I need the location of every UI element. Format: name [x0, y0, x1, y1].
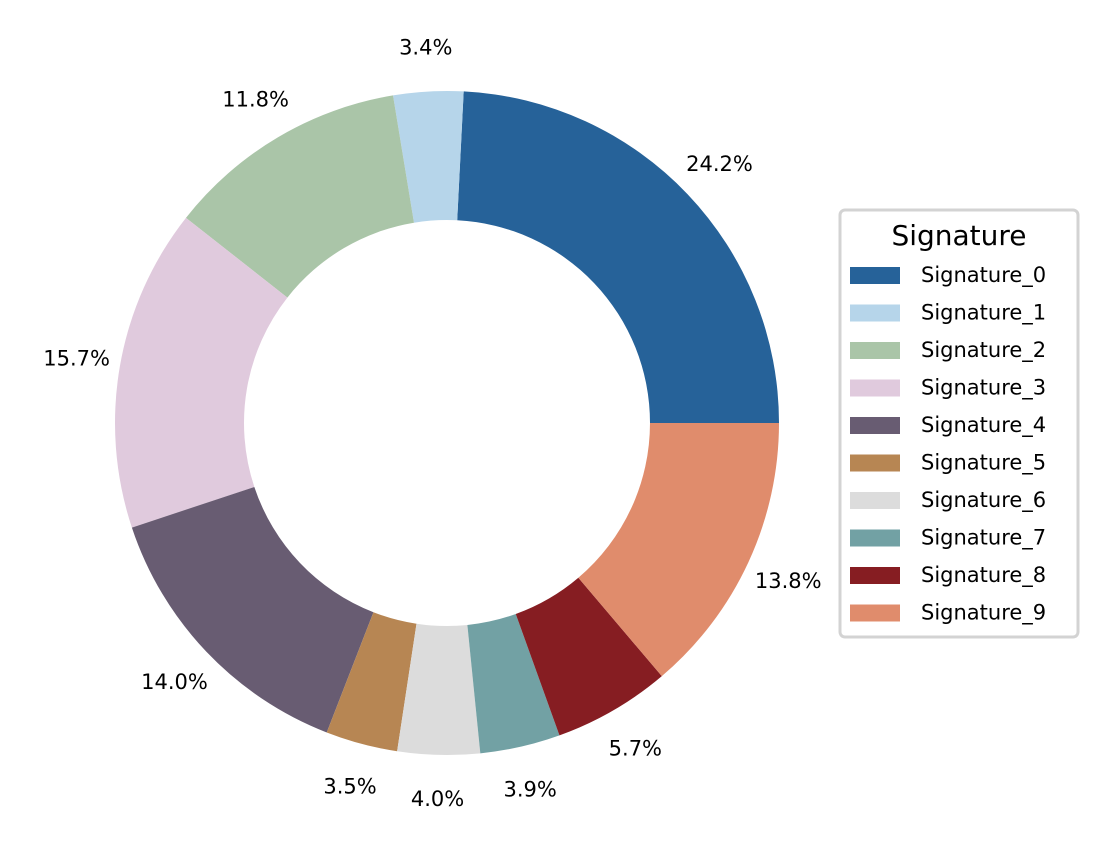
slice-signature-8 [515, 577, 662, 736]
legend-swatch-2 [850, 342, 900, 359]
legend-label-9: Signature_9 [921, 601, 1046, 626]
percent-label-8: 5.7% [609, 736, 662, 760]
percent-label-5: 3.5% [323, 774, 376, 798]
legend-swatch-9 [850, 604, 900, 622]
legend-label-1: Signature_1 [921, 301, 1046, 326]
slice-signature-5 [326, 612, 417, 752]
percent-label-6: 4.0% [411, 787, 464, 811]
legend-label-2: Signature_2 [921, 338, 1046, 363]
slice-signature-2 [185, 95, 414, 298]
percent-label-0: 24.2% [686, 152, 753, 176]
legend-label-6: Signature_6 [921, 488, 1046, 513]
legend-swatch-7 [850, 529, 900, 547]
legend-label-5: Signature_5 [921, 451, 1046, 476]
slice-signature-9 [578, 423, 779, 677]
legend-label-0: Signature_0 [921, 263, 1046, 288]
percent-label-1: 3.4% [399, 36, 452, 60]
slice-signature-1 [393, 91, 464, 223]
slice-signature-3 [114, 217, 288, 528]
legend-swatch-6 [850, 492, 900, 509]
legend-label-7: Signature_7 [921, 526, 1046, 551]
slice-signature-4 [131, 486, 374, 733]
legend-swatch-0 [850, 267, 900, 284]
percent-label-3: 15.7% [43, 346, 110, 370]
percent-label-9: 13.8% [755, 569, 822, 593]
percent-label-2: 11.8% [222, 87, 289, 111]
legend-label-3: Signature_3 [921, 376, 1046, 401]
legend-items: Signature_0 Signature_1 Signature_2 Signatu… [850, 263, 1046, 626]
slice-signature-6 [397, 623, 481, 755]
percent-label-7: 3.9% [503, 778, 556, 802]
legend: Signature Signature_0Signature_1Signatur… [838, 208, 1080, 639]
legend-label-8: Signature_8 [921, 563, 1046, 588]
legend-swatch-8 [850, 567, 900, 584]
legend-title: Signature [891, 219, 1026, 252]
legend-label-4: Signature_4 [921, 413, 1046, 438]
slices-group [114, 91, 779, 755]
percent-label-4: 14.0% [141, 670, 208, 694]
slice-signature-0 [457, 91, 779, 424]
slice-signature-7 [467, 613, 560, 754]
legend-swatch-5 [850, 454, 900, 472]
percent-labels-group: 24.2% 3.4% 11.8% 15.7% 14.0% 3.5% 4.0% 3.9% 5.7%… [43, 36, 821, 811]
legend-swatch-3 [850, 379, 900, 397]
legend-swatch-4 [850, 417, 900, 434]
legend-swatch-1 [850, 304, 900, 322]
